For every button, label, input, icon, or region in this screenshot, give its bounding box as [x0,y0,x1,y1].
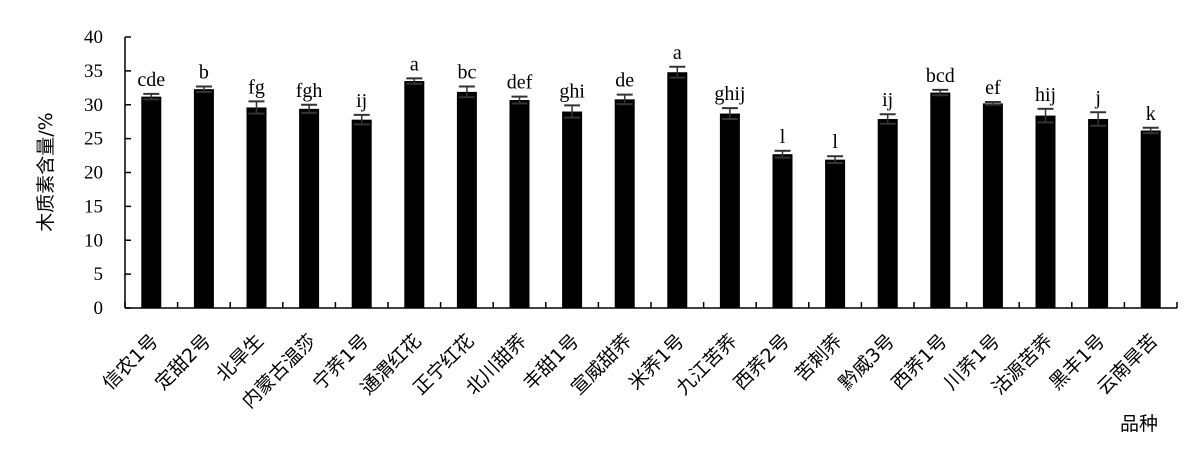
significance-label: def [507,72,533,94]
y-tick-label: 30 [84,95,103,116]
significance-label: j [1094,87,1101,109]
y-axis-title: 木质素含量/% [35,112,57,231]
significance-label: a [673,42,682,64]
category-label: 西荞1号 [887,330,951,394]
bar [614,99,635,308]
bar [1035,115,1056,308]
significance-label: l [780,126,786,148]
significance-label: ij [356,90,367,112]
bar [1088,118,1109,308]
significance-label: ghij [714,83,745,105]
significance-label: fgh [296,80,323,102]
significance-label: fg [248,76,265,98]
category-label: 信农1号 [98,330,162,394]
category-label: 黔威3号 [835,330,899,394]
bar [667,72,688,308]
bar [509,100,530,308]
significance-label: k [1146,103,1156,125]
bar [246,107,267,309]
bar [982,103,1003,309]
y-tick-label: 40 [84,27,103,48]
x-axis-title: 品种 [1120,413,1158,435]
y-tick-label: 5 [94,264,104,285]
significance-label: a [410,53,419,75]
bar [562,111,583,309]
bar [825,159,846,308]
significance-label: l [832,131,838,153]
significance-label: ef [985,77,1001,99]
bar [1140,130,1161,308]
category-label: 西荞2号 [730,330,794,394]
bar [299,108,320,308]
x-axis [124,302,1178,309]
significance-label: de [615,70,634,92]
y-tick-label: 20 [84,163,103,184]
y-axis: 0 5 10 15 20 25 30 35 40 [84,27,131,319]
y-tick-label: 0 [94,298,104,319]
bar [351,119,372,308]
bar [193,89,214,308]
bar [141,96,162,309]
y-tick-label: 25 [84,129,103,150]
significance-label: ij [882,89,893,111]
significance-label: b [199,61,209,83]
bar [404,81,425,308]
bar [930,92,951,309]
bar [877,118,898,308]
bar [772,154,793,308]
y-tick-label: 10 [84,230,103,251]
bar [719,113,740,309]
y-tick-label: 15 [84,196,103,217]
category-label: 定甜2号 [151,330,215,394]
significance-label: bc [457,61,476,83]
significance-label: hij [1035,84,1056,106]
significance-label: bcd [926,65,955,87]
y-tick-label: 35 [84,61,103,82]
category-labels: 信农1号定甜2号北旱生内蒙古温莎宁荞1号通渭红花正宁红花北川甜荞丰甜1号宣威甜荞… [98,330,1162,413]
error-bars [143,65,1159,165]
significance-label: ghi [559,80,585,102]
bar [456,91,477,308]
bars [141,72,1161,309]
significance-label: cde [137,69,165,91]
